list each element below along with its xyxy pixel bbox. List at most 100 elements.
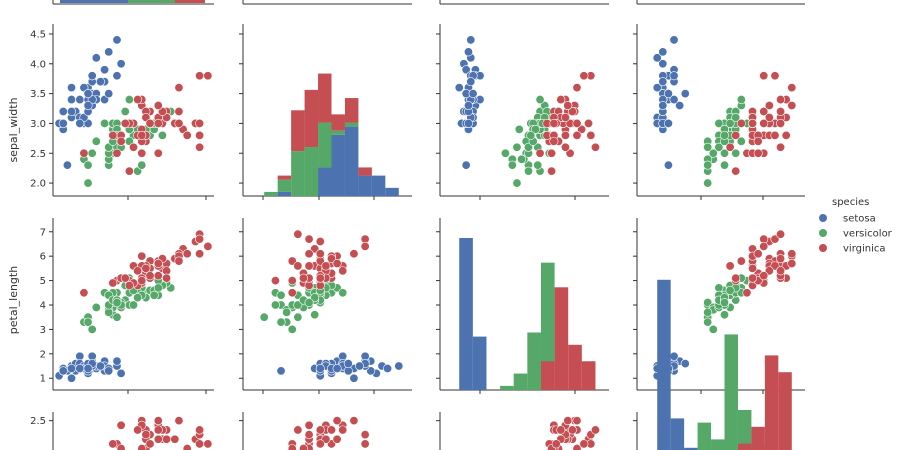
hist-bar-virginica [581, 361, 596, 390]
hist-bar-virginica [751, 426, 765, 450]
point-setosa [349, 373, 359, 383]
point-versicolor [338, 288, 348, 298]
point-virginica [770, 71, 780, 81]
point-virginica [360, 439, 370, 449]
point-setosa [663, 89, 673, 99]
point-setosa [315, 363, 325, 373]
point-versicolor [708, 324, 718, 334]
point-versicolor [725, 118, 735, 128]
point-virginica [565, 148, 575, 158]
point-virginica [153, 118, 163, 128]
point-versicolor [129, 300, 139, 310]
point-virginica [174, 83, 184, 93]
point-virginica [182, 249, 192, 259]
point-setosa [652, 83, 662, 93]
point-virginica [736, 256, 746, 266]
point-virginica [298, 273, 308, 283]
point-versicolor [91, 136, 101, 146]
hist-bar-versicolor [711, 439, 725, 450]
point-versicolor [535, 95, 545, 105]
point-versicolor [87, 148, 97, 158]
point-virginica [170, 434, 180, 444]
hist-bar-virginica [554, 287, 569, 390]
point-virginica [572, 118, 582, 128]
point-virginica [535, 148, 545, 158]
point-versicolor [714, 142, 724, 152]
point-virginica [174, 118, 184, 128]
point-virginica [787, 258, 797, 268]
point-virginica [195, 439, 205, 449]
point-versicolor [310, 310, 320, 320]
hist-bar-setosa [331, 134, 345, 196]
point-virginica [108, 130, 118, 140]
point-virginica [776, 254, 786, 264]
point-versicolor [523, 166, 533, 176]
point-virginica [270, 276, 280, 286]
point-setosa [463, 47, 473, 57]
point-virginica [79, 288, 89, 298]
point-virginica [124, 166, 134, 176]
y-tick-label: 4.0 [30, 59, 46, 70]
point-setosa [658, 101, 668, 111]
point-virginica [108, 439, 118, 449]
point-virginica [572, 444, 582, 450]
y-axis-label-sepal-width: sepal_width [7, 97, 20, 162]
point-versicolor [83, 317, 93, 327]
y-axis-label-petal-length: petal_length [7, 266, 20, 334]
point-virginica [162, 434, 172, 444]
point-setosa [75, 363, 85, 373]
point-virginica [776, 107, 786, 117]
hist-bar-top-partial [60, 0, 128, 3]
point-setosa [463, 118, 473, 128]
point-virginica [549, 136, 559, 146]
point-setosa [461, 65, 471, 75]
point-virginica [753, 148, 763, 158]
hist-bar-virginica [318, 73, 332, 123]
point-virginica [195, 234, 205, 244]
hist-bar-setosa [459, 238, 473, 390]
point-setosa [658, 59, 668, 69]
point-versicolor [507, 160, 517, 170]
point-virginica [764, 101, 774, 111]
point-virginica [776, 266, 786, 276]
point-virginica [145, 271, 155, 281]
point-virginica [567, 107, 577, 117]
hist-bar-virginica [358, 167, 372, 176]
point-virginica [315, 273, 325, 283]
point-virginica [579, 71, 589, 81]
point-setosa [466, 77, 476, 87]
hist-bar-setosa [385, 187, 399, 196]
point-virginica [153, 434, 163, 444]
hist-bar-virginica [764, 355, 779, 450]
y-tick-label: 5 [40, 276, 46, 287]
point-versicolor [725, 285, 735, 295]
point-virginica [137, 444, 147, 450]
point-setosa [83, 363, 93, 373]
point-versicolor [736, 95, 746, 105]
point-versicolor [304, 298, 314, 308]
point-setosa [116, 59, 126, 69]
point-virginica [116, 444, 126, 450]
point-virginica [137, 148, 147, 158]
point-virginica [753, 249, 763, 259]
point-virginica [759, 107, 769, 117]
hist-bar-setosa [344, 126, 359, 196]
point-setosa [463, 101, 473, 111]
point-virginica [332, 416, 342, 426]
point-setosa [669, 35, 679, 45]
point-virginica [549, 118, 559, 128]
y-tick-label: 3 [40, 325, 46, 336]
point-virginica [748, 118, 758, 128]
point-virginica [349, 416, 359, 426]
point-setosa [95, 77, 105, 87]
hist-bar-versicolor [277, 179, 292, 192]
point-versicolor [100, 118, 110, 128]
point-virginica [120, 118, 130, 128]
point-virginica [129, 142, 139, 152]
point-virginica [776, 229, 786, 239]
point-setosa [663, 160, 673, 170]
point-virginica [577, 124, 587, 134]
point-virginica [776, 95, 786, 105]
point-setosa [680, 359, 690, 369]
y-tick-label: 3.5 [30, 89, 46, 100]
